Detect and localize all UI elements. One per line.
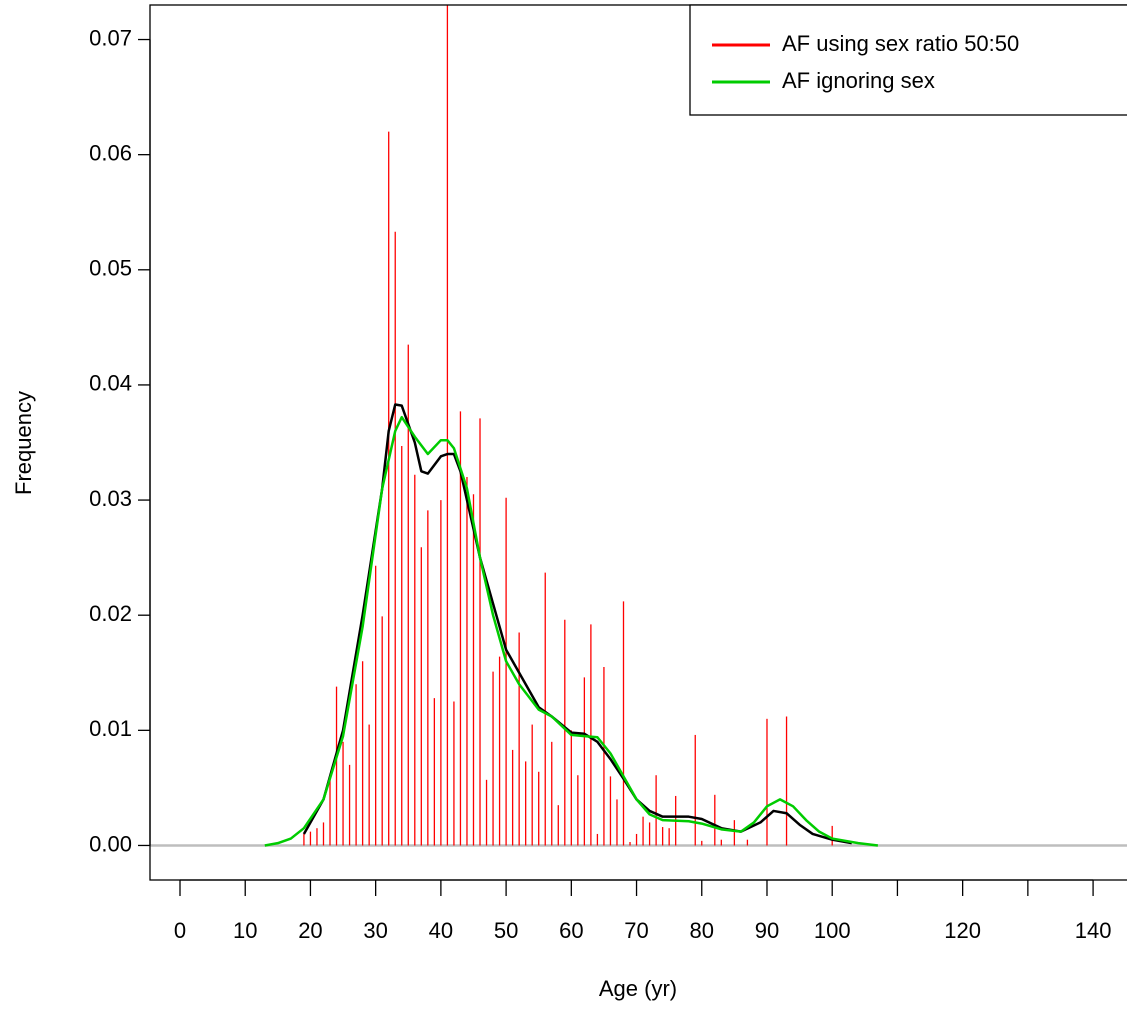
x-tick-label: 10 [233,918,257,943]
plot-frame [149,4,1127,881]
y-tick-label: 0.05 [89,256,132,281]
x-tick-label: 60 [559,918,583,943]
x-tick-label: 80 [690,918,714,943]
y-tick-label: 0.01 [89,716,132,741]
x-tick-label: 20 [298,918,322,943]
x-tick-label: 30 [363,918,387,943]
x-tick-label: 50 [494,918,518,943]
x-axis-label: Age (yr) [599,976,677,1001]
x-tick-label: 90 [755,918,779,943]
plot-area [150,5,1127,847]
legend-label: AF using sex ratio 50:50 [782,31,1019,56]
legend-box [689,4,1127,116]
y-tick-label: 0.03 [89,486,132,511]
density-line [302,403,852,845]
y-axis-label: Frequency [11,391,36,495]
x-tick-label: 70 [624,918,648,943]
y-tick-label: 0.00 [89,831,132,856]
x-tick-label: 140 [1075,918,1112,943]
y-tick-label: 0.07 [89,25,132,50]
x-tick-label: 120 [944,918,981,943]
y-tick-label: 0.04 [89,371,132,396]
x-tick-label: 100 [814,918,851,943]
x-tick-label: 40 [429,918,453,943]
y-tick-label: 0.02 [89,601,132,626]
density-line [264,415,879,847]
x-tick-label: 0 [174,918,186,943]
y-tick-label: 0.06 [89,140,132,165]
legend-label: AF ignoring sex [782,68,935,93]
